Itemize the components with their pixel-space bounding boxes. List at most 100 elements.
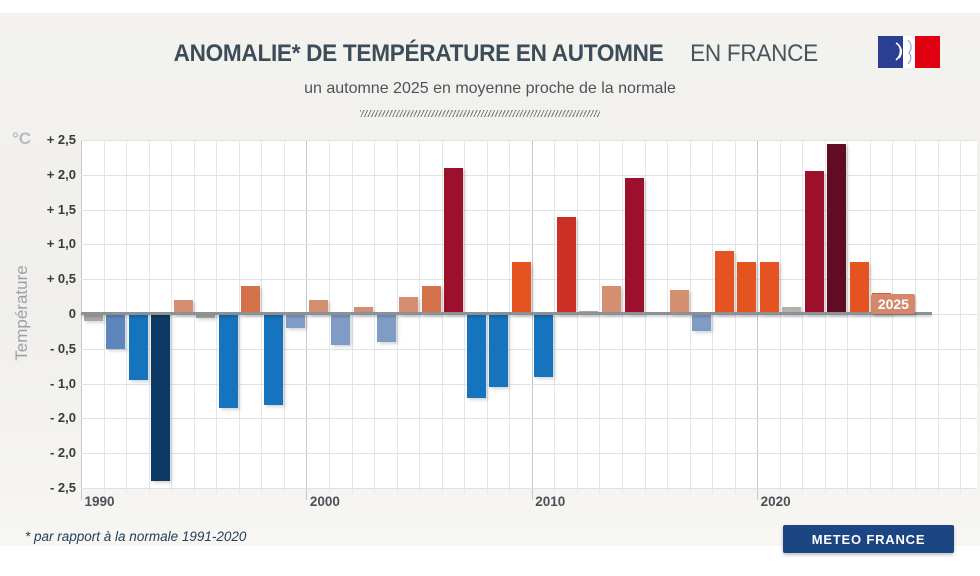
x-tick-label-2000: 2000 xyxy=(309,494,340,509)
gridline-horizontal xyxy=(81,244,977,246)
bar-2006 xyxy=(444,167,464,314)
bar-1992 xyxy=(128,314,148,381)
gridline-horizontal xyxy=(81,383,977,385)
flag-red-block xyxy=(915,36,940,68)
y-tick-label: - 2,5 xyxy=(49,480,76,495)
french-government-flag-logo xyxy=(878,36,940,68)
gridline-vertical xyxy=(193,140,195,493)
gridline-vertical xyxy=(599,140,601,493)
gridline-vertical xyxy=(261,140,263,493)
brand-label: METEO FRANCE xyxy=(811,531,926,547)
bar-2010 xyxy=(534,314,554,377)
y-tick-label: - 2,0 xyxy=(49,445,76,461)
gridline-vertical xyxy=(328,140,330,493)
y-tick-label: + 2,5 xyxy=(46,132,76,147)
gridline-horizontal xyxy=(81,418,977,420)
gridline-vertical xyxy=(351,140,353,493)
bar-2018 xyxy=(714,251,734,314)
bar-1990 xyxy=(83,314,103,321)
gridline-vertical xyxy=(486,140,488,493)
bar-2021 xyxy=(782,307,802,314)
gridline-vertical xyxy=(847,140,849,493)
gridline-vertical xyxy=(509,140,511,493)
gridline-vertical xyxy=(689,140,691,493)
x-tick-label-1990: 1990 xyxy=(84,494,115,509)
bar-2000 xyxy=(308,300,328,314)
gridline-vertical xyxy=(734,140,736,493)
meteo-france-wordmark: METEO FRANCE xyxy=(783,525,954,553)
bar-1993 xyxy=(151,314,171,481)
chart-subtitle: un automne 2025 en moyenne proche de la … xyxy=(304,80,676,97)
bar-2004 xyxy=(399,296,419,314)
badge-2025: 2025 xyxy=(871,294,916,314)
gridline-vertical xyxy=(712,140,714,493)
gridline-vertical xyxy=(238,140,240,493)
gridline-vertical xyxy=(960,140,962,493)
bar-2007 xyxy=(466,314,486,398)
gridline-horizontal xyxy=(81,453,977,455)
x-tick-label-2010: 2010 xyxy=(535,494,566,509)
bar-2023 xyxy=(827,143,847,314)
gridline-vertical xyxy=(915,140,916,493)
gridline-horizontal xyxy=(81,348,977,350)
gridline-vertical xyxy=(667,140,668,493)
y-tick-label: 0 xyxy=(68,306,76,321)
flag-blue-block xyxy=(878,36,903,68)
zero-axis-line xyxy=(81,312,932,315)
gridline-vertical xyxy=(892,140,894,493)
gridline-vertical xyxy=(869,140,871,493)
y-tick-label: + 0,5 xyxy=(46,271,76,287)
gridline-vertical xyxy=(419,140,421,493)
bar-1995 xyxy=(196,314,216,318)
gridline-vertical xyxy=(81,140,82,500)
bar-1998 xyxy=(263,314,283,405)
gridline-horizontal xyxy=(81,488,977,489)
bar-2013 xyxy=(601,286,621,314)
bar-2020 xyxy=(759,261,779,314)
bar-1999 xyxy=(286,314,306,328)
gridline-vertical xyxy=(374,140,375,493)
gridline-vertical xyxy=(531,140,533,500)
decorative-hatch-divider xyxy=(360,110,600,117)
y-tick-label: + 1,0 xyxy=(46,236,76,252)
gridline-vertical xyxy=(779,140,781,493)
bar-2019 xyxy=(737,261,757,314)
bar-2003 xyxy=(376,314,396,342)
y-tick-label: - 1,0 xyxy=(49,375,76,391)
title-light: EN FRANCE xyxy=(689,40,818,67)
bar-2002 xyxy=(354,307,373,314)
gridline-vertical xyxy=(396,140,398,493)
gridline-horizontal xyxy=(81,174,977,176)
gridline-vertical xyxy=(824,140,826,493)
title-strong: ANOMALIE* DE TEMPÉRATURE EN AUTOMNE xyxy=(173,40,664,67)
gridline-vertical xyxy=(622,140,623,493)
marianne-silhouette xyxy=(895,42,903,61)
gridline-vertical xyxy=(306,140,308,500)
y-tick-label: + 1,5 xyxy=(46,201,76,217)
gridline-vertical xyxy=(576,140,578,493)
bar-2024 xyxy=(849,261,869,314)
gridline-horizontal xyxy=(81,209,977,211)
gridline-vertical xyxy=(937,140,939,493)
gridline-vertical xyxy=(171,140,173,493)
footnote: * par rapport à la normale 1991-2020 xyxy=(25,529,247,544)
bar-1994 xyxy=(173,300,193,314)
y-tick-label: - 2,0 xyxy=(49,410,76,426)
gridline-vertical xyxy=(148,140,150,493)
bar-2008 xyxy=(489,314,509,388)
gridline-horizontal xyxy=(81,140,977,141)
bar-1991 xyxy=(106,314,125,349)
bar-2009 xyxy=(511,261,531,314)
y-tick-label: + 2,0 xyxy=(46,166,76,182)
bar-2005 xyxy=(421,286,441,314)
bar-2001 xyxy=(331,314,351,346)
gridline-vertical xyxy=(283,140,285,493)
bar-1997 xyxy=(241,286,261,314)
gridline-vertical xyxy=(757,140,759,500)
gridline-vertical xyxy=(216,140,218,493)
marianne-profile xyxy=(907,39,912,65)
bar-2017 xyxy=(692,314,712,332)
y-tick-label: - 0,5 xyxy=(49,340,76,356)
x-tick-label-2020: 2020 xyxy=(760,494,791,509)
